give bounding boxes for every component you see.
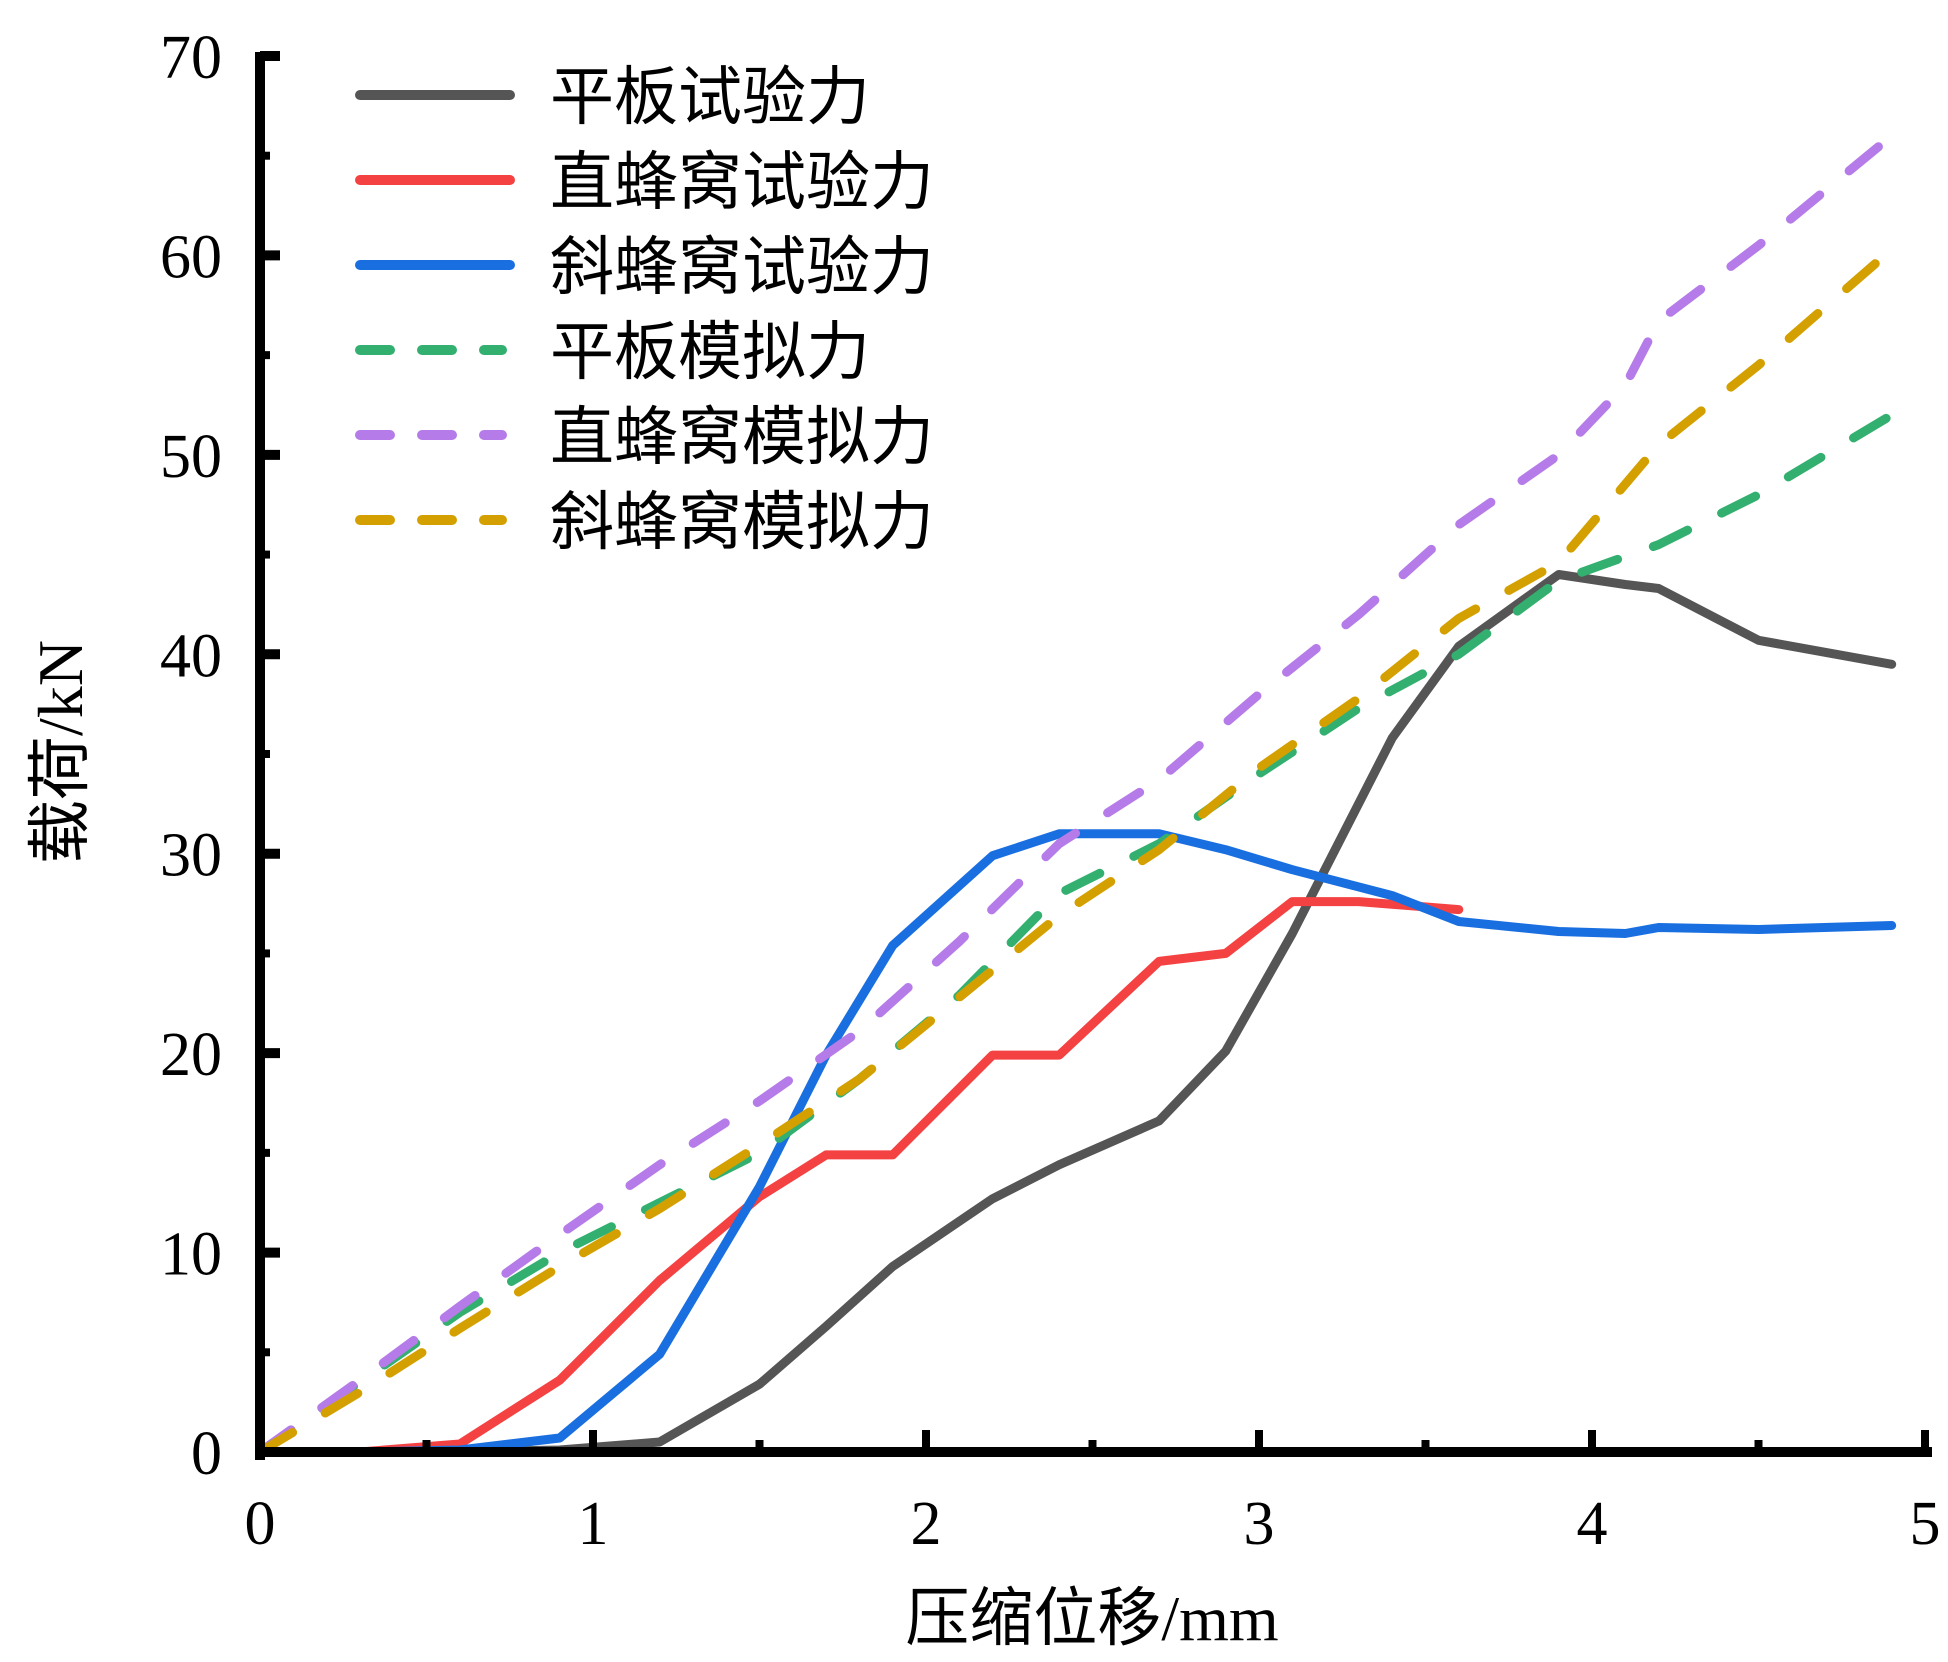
x-axis-title: 压缩位移/mm [905,1583,1278,1654]
y-tick-label: 0 [191,1420,222,1488]
series-line-3 [255,410,1897,1457]
legend-label-2: 斜蜂窝试验力 [550,231,934,305]
x-tick-label: 2 [911,1490,942,1558]
y-axis-title: 载荷/kN [25,640,96,864]
x-tick-label: 4 [1577,1490,1608,1558]
y-tick-label: 60 [160,223,222,291]
x-tick-label: 0 [245,1490,276,1558]
x-tick-label: 3 [1244,1490,1275,1558]
y-tick-label: 70 [160,24,222,92]
y-tick-label: 40 [160,622,222,690]
series-layer [255,131,1897,1457]
series-line-2 [255,829,1897,1457]
legend-label-3: 平板模拟力 [550,316,870,390]
legend-label-0: 平板试验力 [550,61,870,135]
legend-label-4: 直蜂窝模拟力 [550,401,934,475]
y-tick-label: 30 [160,822,222,890]
y-tick-label: 50 [160,423,222,491]
legend-label-1: 直蜂窝试验力 [550,146,934,220]
x-tick-label: 1 [578,1490,609,1558]
x-tick-label: 5 [1910,1490,1941,1558]
ticks: 0 10 20 30 40 50 60 70 0 1 2 3 4 5 [160,24,1941,1558]
y-tick-label: 20 [160,1021,222,1089]
series-line-5 [255,244,1897,1457]
series-line-1 [255,897,1464,1457]
series-line-4 [255,131,1897,1457]
legend-label-5: 斜蜂窝模拟力 [550,486,934,560]
series-line-0 [255,570,1897,1457]
y-tick-label: 10 [160,1221,222,1289]
